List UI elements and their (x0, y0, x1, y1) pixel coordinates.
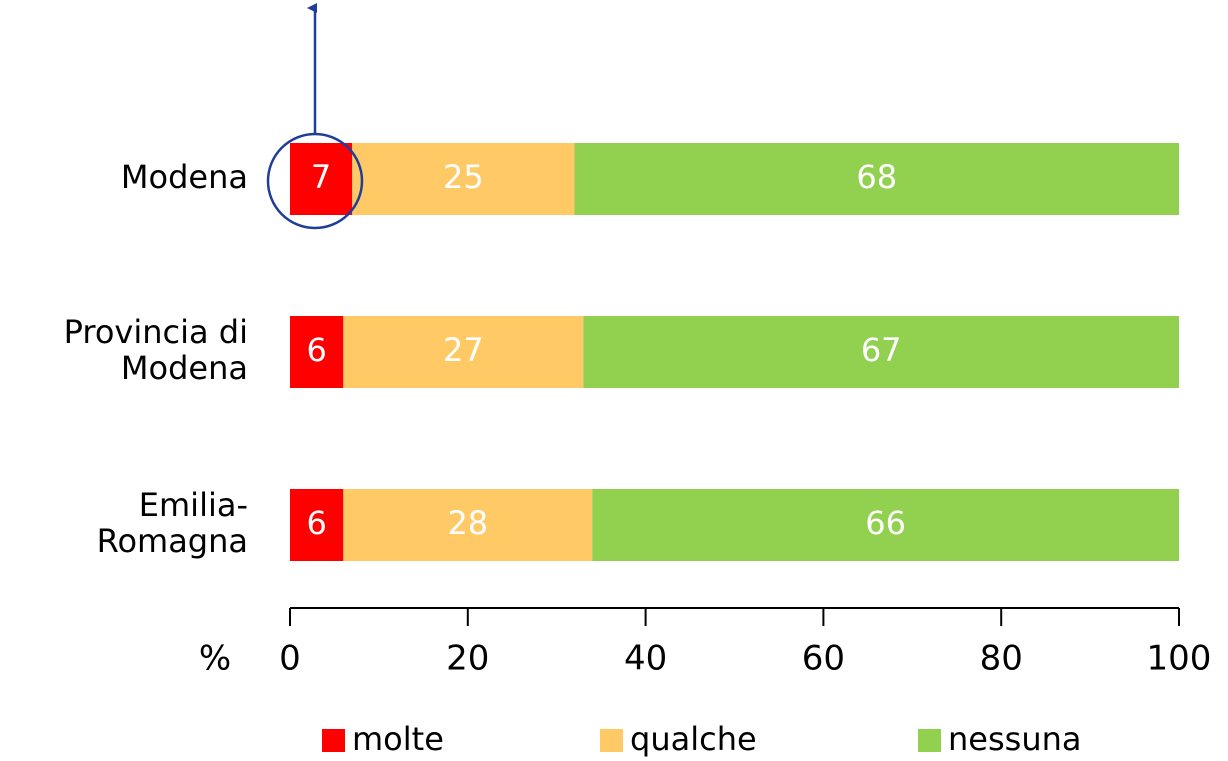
value-label: 6 (306, 331, 326, 369)
legend-swatch (918, 729, 941, 752)
y-tick-label: Emilia-Romagna (97, 486, 248, 560)
value-label: 28 (447, 504, 488, 542)
value-label: 66 (865, 504, 906, 542)
x-tick-label: 40 (624, 639, 667, 679)
bar-segment (574, 143, 1179, 215)
bar-segment (290, 143, 353, 215)
bar-segment (290, 316, 344, 388)
value-label: 25 (443, 158, 484, 196)
value-label: 68 (856, 158, 897, 196)
y-tick-label: Modena (121, 158, 248, 196)
bar-segment (583, 316, 1179, 388)
bar-segment (352, 143, 575, 215)
value-label: 27 (443, 331, 484, 369)
legend-label: molte (352, 720, 444, 758)
x-axis-label: % (199, 639, 231, 679)
value-label: 7 (311, 158, 331, 196)
plot: 0 20 40 60 80 100 Modena 7 25 68 Provincia di Moden… (64, 143, 1212, 758)
legend-label: qualche (630, 720, 757, 758)
legend-label: nessuna (948, 720, 1081, 758)
bar-segment (290, 489, 344, 561)
y-tick-label: Provincia di Modena (64, 313, 248, 387)
x-tick-label: 60 (802, 639, 845, 679)
x-tick-label: 20 (446, 639, 489, 679)
value-label: 6 (306, 504, 326, 542)
x-tick-label: 80 (980, 639, 1023, 679)
value-label: 67 (861, 331, 902, 369)
bar-segment (343, 489, 593, 561)
bar-segment (343, 316, 584, 388)
x-tick-label: 100 (1147, 639, 1212, 679)
bar-segment (592, 489, 1179, 561)
legend-swatch (322, 729, 345, 752)
x-tick-label: 0 (279, 639, 301, 679)
legend-swatch (600, 729, 623, 752)
